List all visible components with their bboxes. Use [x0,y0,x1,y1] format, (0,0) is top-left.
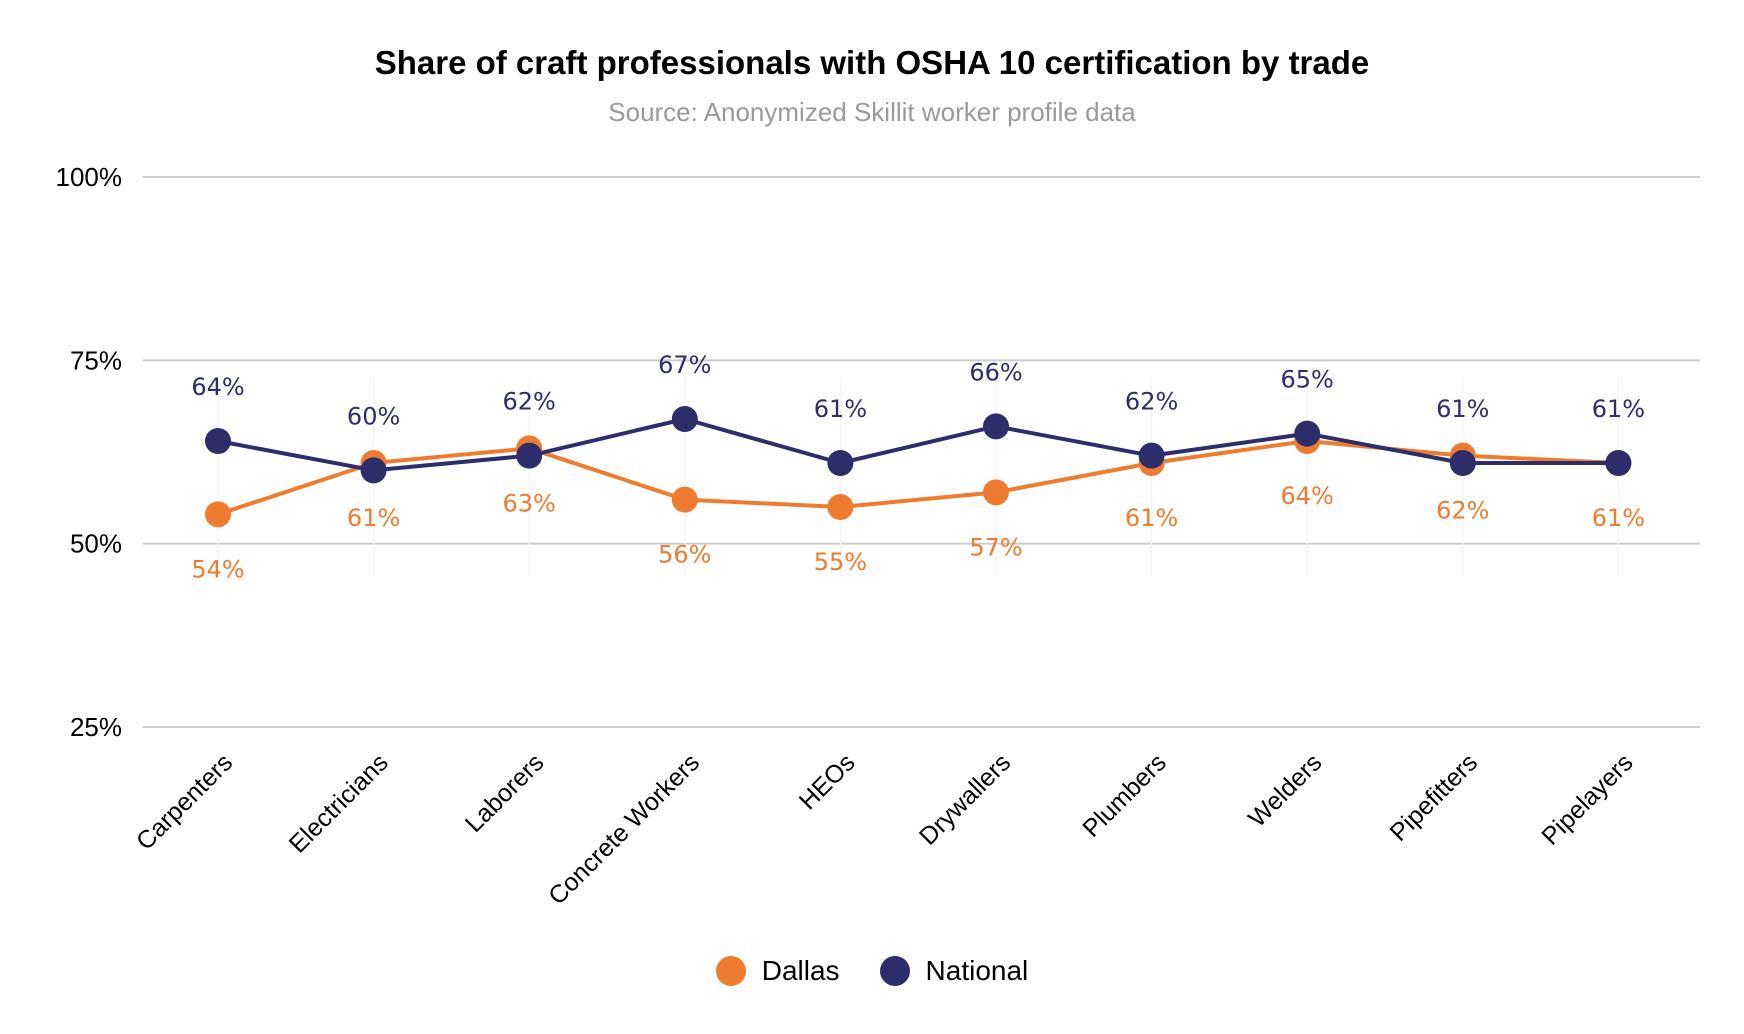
data-label-dallas: 64% [1281,482,1334,510]
data-point-national[interactable] [827,450,854,476]
data-label-dallas: 61% [347,504,400,532]
x-tick-label: Carpenters [131,748,238,855]
data-label-national: 64% [191,373,244,401]
x-tick-label: HEOs [794,748,861,815]
data-label-national: 61% [814,395,867,423]
data-label-dallas: 57% [969,533,1022,561]
data-point-dallas[interactable] [205,501,231,528]
data-point-national[interactable] [1138,442,1165,469]
data-label-national: 65% [1281,366,1334,394]
data-point-national[interactable] [360,457,387,484]
data-label-national: 61% [1592,395,1645,423]
data-point-national[interactable] [516,442,543,469]
x-tick-label: Electricians [284,748,394,858]
x-tick-label: Pipefitters [1385,748,1483,846]
y-tick-label: 100% [56,162,123,192]
y-tick-label: 25% [70,712,122,742]
legend-label-dallas: Dallas [761,955,840,986]
data-label-dallas: 54% [191,555,244,583]
legend: Dallas National [0,955,1744,987]
x-tick-label: Pipelayers [1536,748,1638,850]
data-label-dallas: 55% [814,548,867,576]
data-point-national[interactable] [983,413,1009,440]
data-point-national[interactable] [205,428,231,454]
data-point-dallas[interactable] [671,486,698,513]
y-tick-label: 75% [70,345,122,375]
data-point-national[interactable] [1294,420,1321,447]
y-tick-label: 50% [70,529,122,559]
legend-item-dallas[interactable]: Dallas [715,955,840,987]
data-label-national: 62% [503,388,556,416]
legend-label-national: National [925,955,1029,986]
data-label-national: 62% [1125,388,1178,416]
data-point-national[interactable] [1449,450,1476,476]
data-label-national: 67% [658,351,711,379]
data-label-dallas: 63% [503,489,556,517]
data-point-national[interactable] [1605,450,1632,476]
x-tick-label: Welders [1243,748,1327,832]
data-label-national: 61% [1436,395,1489,423]
data-point-dallas[interactable] [827,494,854,520]
x-tick-label: Drywallers [914,748,1016,850]
data-label-dallas: 56% [658,541,711,569]
data-label-dallas: 61% [1592,504,1645,532]
data-point-national[interactable] [671,406,698,432]
data-label-dallas: 61% [1125,504,1178,532]
chart-title: Share of craft professionals with OSHA 1… [374,44,1370,81]
legend-swatch-national [879,956,910,986]
data-label-national: 66% [969,358,1022,386]
data-point-dallas[interactable] [983,479,1009,506]
data-label-national: 60% [347,402,400,430]
series-line-national [217,417,1619,473]
x-tick-label: Concrete Workers [543,748,705,910]
legend-item-national[interactable]: National [879,955,1029,987]
legend-swatch-dallas [715,956,746,986]
x-tick-label: Plumbers [1077,748,1171,842]
chart-subtitle: Source: Anonymized Skillit worker profil… [608,97,1136,127]
data-label-dallas: 62% [1436,497,1489,525]
x-tick-label: Laborers [460,748,550,838]
